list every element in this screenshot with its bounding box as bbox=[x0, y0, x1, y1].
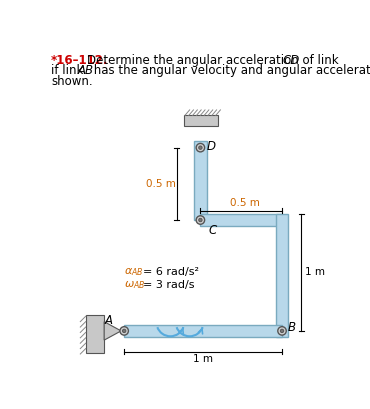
Bar bbox=[124, 325, 282, 337]
Text: A: A bbox=[105, 314, 113, 327]
Circle shape bbox=[199, 146, 202, 149]
Text: 1 m: 1 m bbox=[305, 267, 325, 277]
Text: *16–112.: *16–112. bbox=[51, 54, 108, 67]
Text: D: D bbox=[206, 139, 216, 153]
Text: $\omega_{AB}$: $\omega_{AB}$ bbox=[124, 280, 146, 291]
Bar bbox=[276, 214, 288, 337]
Text: has the angular velocity and angular acceleration: has the angular velocity and angular acc… bbox=[90, 65, 370, 77]
Text: Determine the angular acceleration of link: Determine the angular acceleration of li… bbox=[87, 54, 343, 67]
Circle shape bbox=[122, 329, 126, 333]
Text: 1 m: 1 m bbox=[193, 354, 213, 364]
Bar bbox=[184, 115, 218, 126]
Circle shape bbox=[196, 144, 205, 152]
Text: C: C bbox=[208, 224, 216, 237]
Text: $\alpha_{AB}$: $\alpha_{AB}$ bbox=[124, 267, 144, 278]
Circle shape bbox=[280, 329, 284, 333]
Circle shape bbox=[278, 327, 286, 335]
Text: 0.5 m: 0.5 m bbox=[146, 179, 176, 189]
Bar bbox=[201, 214, 282, 226]
Text: = 3 rad/s: = 3 rad/s bbox=[144, 281, 195, 290]
Text: B: B bbox=[288, 321, 296, 334]
Bar bbox=[194, 142, 206, 220]
Circle shape bbox=[196, 216, 205, 224]
Bar bbox=[86, 315, 104, 353]
Text: shown.: shown. bbox=[51, 75, 92, 88]
Text: if link: if link bbox=[51, 65, 87, 77]
Circle shape bbox=[199, 218, 202, 222]
Polygon shape bbox=[104, 321, 121, 340]
Text: AB: AB bbox=[78, 65, 94, 77]
Text: CD: CD bbox=[282, 54, 299, 67]
Text: 0.5 m: 0.5 m bbox=[230, 198, 260, 208]
Circle shape bbox=[120, 327, 128, 335]
Text: = 6 rad/s²: = 6 rad/s² bbox=[144, 267, 199, 277]
